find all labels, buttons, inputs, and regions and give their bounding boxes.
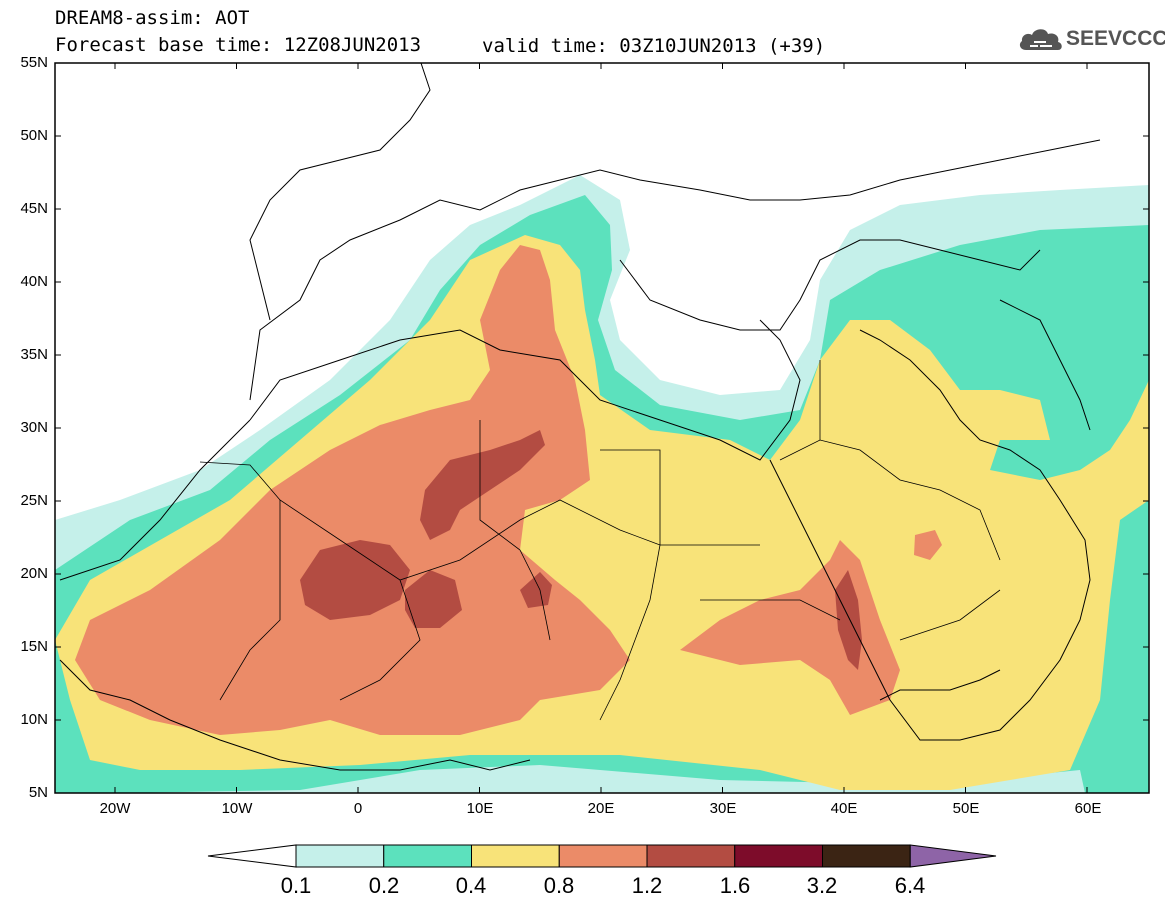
lon-label-50e: 50E: [952, 800, 980, 817]
cloud-icon: [1019, 29, 1062, 50]
lat-label-55n: 55N: [20, 54, 48, 71]
colorbar-over-triangle: [909, 844, 997, 868]
aot-field-1.2-chad: [520, 572, 552, 608]
colorbar-bin-0.1-0.2: [295, 844, 385, 868]
lat-label-50n: 50N: [20, 127, 48, 144]
lat-label-35n: 35N: [20, 346, 48, 363]
aot-field-0.8-arabia: [914, 530, 942, 560]
aot-field-1.2-algeria: [420, 430, 545, 540]
lat-label-5n: 5N: [28, 784, 48, 801]
colorbar-bin-1.2-1.6: [646, 844, 736, 868]
colorbar: [207, 844, 997, 868]
axis-ticks: [55, 62, 1149, 794]
colorbar-label-3.2: 3.2: [806, 873, 838, 898]
colorbar-under-triangle: [207, 844, 297, 868]
colorbar-bin-0.8-1.2: [558, 844, 648, 868]
aot-field-1.2-eritrea: [835, 570, 862, 670]
lat-label-40n: 40N: [20, 273, 48, 290]
lat-label-45n: 45N: [20, 200, 48, 217]
coastlines: [59, 63, 1101, 771]
colorbar-label-0.2: 0.2: [368, 873, 400, 898]
lon-label-10w: 10W: [221, 800, 253, 817]
lat-label-30n: 30N: [20, 419, 48, 436]
lon-label-20w: 20W: [99, 800, 131, 817]
country-borders: [199, 360, 1001, 721]
colorbar-label-0.1: 0.1: [280, 873, 312, 898]
lat-label-10n: 10N: [20, 711, 48, 728]
lon-label-40e: 40E: [830, 800, 858, 817]
lon-label-30e: 30E: [709, 800, 737, 817]
map-title: DREAM8-assim: AOT: [55, 7, 250, 29]
colorbar-label-0.4: 0.4: [455, 873, 487, 898]
colorbar-label-6.4: 6.4: [894, 873, 926, 898]
seevccc-logo: SEEVCCC: [1018, 22, 1165, 56]
aot-field-0.8: [75, 245, 630, 735]
lon-label-0: 0: [353, 800, 363, 817]
colorbar-bin-1.6-3.2: [734, 844, 823, 868]
forecast-base-time: Forecast base time: 12Z08JUN2013: [55, 34, 422, 56]
lat-label-25n: 25N: [20, 492, 48, 509]
aot-field-1.2-niger: [405, 570, 462, 628]
colorbar-label-1.6: 1.6: [719, 873, 751, 898]
lon-label-10e: 10E: [466, 800, 494, 817]
aot-field-1.2-mali: [300, 540, 410, 620]
lon-label-60e: 60E: [1074, 800, 1102, 817]
lat-label-15n: 15N: [20, 638, 48, 655]
lon-label-20e: 20E: [587, 800, 615, 817]
lat-label-20n: 20N: [20, 565, 48, 582]
logo-text: SEEVCCC: [1066, 27, 1165, 50]
colorbar-bin-0.2-0.4: [383, 844, 472, 868]
colorbar-bin-0.4-0.8: [471, 844, 560, 868]
colorbar-label-1.2: 1.2: [631, 873, 663, 898]
colorbar-label-0.8: 0.8: [543, 873, 575, 898]
valid-time: valid time: 03Z10JUN2013 (+39): [482, 35, 826, 57]
colorbar-bin-3.2-6.4: [822, 844, 911, 868]
